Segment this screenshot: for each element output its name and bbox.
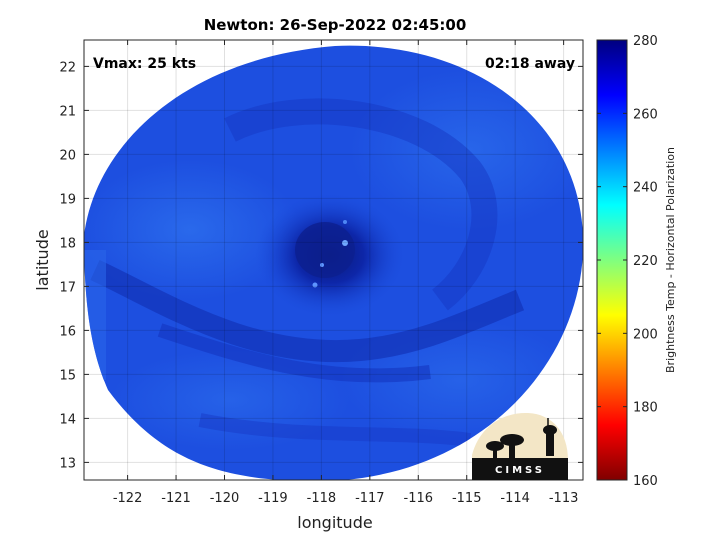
grid-lines — [84, 40, 583, 480]
x-tick-label: -115 — [452, 491, 482, 506]
colorbar-tick-label: 200 — [633, 327, 658, 342]
x-tick-label: -114 — [500, 491, 530, 506]
y-tick-label: 19 — [59, 192, 76, 207]
x-axis-ticks: -122 -121 -120 -119 -118 -117 -116 -115 -114 -113 — [113, 40, 579, 506]
y-tick-label: 16 — [59, 324, 76, 339]
x-tick-label: -117 — [355, 491, 385, 506]
cimss-logo-text: CIMSS — [495, 465, 545, 476]
chart-title: Newton: 26-Sep-2022 02:45:00 — [204, 16, 467, 34]
y-tick-label: 22 — [59, 60, 76, 75]
x-tick-label: -118 — [307, 491, 337, 506]
vmax-annotation: Vmax: 25 kts — [93, 56, 196, 72]
y-tick-label: 20 — [59, 148, 76, 163]
satellite-swath-image — [84, 45, 583, 480]
y-tick-label: 18 — [59, 236, 76, 251]
x-tick-label: -119 — [258, 491, 288, 506]
x-tick-label: -120 — [210, 491, 240, 506]
colorbar-tick-label: 240 — [633, 181, 658, 196]
y-axis-label: latitude — [33, 229, 52, 290]
colorbar — [596, 39, 628, 481]
y-tick-label: 17 — [59, 280, 76, 295]
axes-frame — [83, 39, 584, 481]
y-tick-label: 15 — [59, 368, 76, 383]
time-away-annotation: 02:18 away — [485, 56, 575, 72]
x-tick-label: -121 — [161, 491, 191, 506]
y-tick-label: 14 — [59, 412, 76, 427]
y-tick-label: 13 — [59, 456, 76, 471]
x-tick-label: -113 — [549, 491, 579, 506]
colorbar-tick-label: 160 — [633, 474, 658, 489]
x-axis-label: longitude — [297, 513, 372, 532]
x-tick-label: -122 — [113, 491, 143, 506]
colorbar-tick-label: 180 — [633, 401, 658, 416]
colorbar-label: Brightness Temp - Horizontal Polarizatio… — [664, 147, 677, 373]
x-tick-label: -116 — [404, 491, 434, 506]
colorbar-tick-label: 220 — [633, 254, 658, 269]
colorbar-ticks: 160 180 200 220 240 260 280 — [597, 34, 658, 489]
colorbar-tick-label: 280 — [633, 34, 658, 49]
cimss-logo: CIMSS — [472, 412, 568, 480]
y-tick-label: 21 — [59, 104, 76, 119]
y-axis-ticks: 13 14 15 16 17 18 19 20 21 22 — [59, 60, 583, 471]
colorbar-tick-label: 260 — [633, 107, 658, 122]
